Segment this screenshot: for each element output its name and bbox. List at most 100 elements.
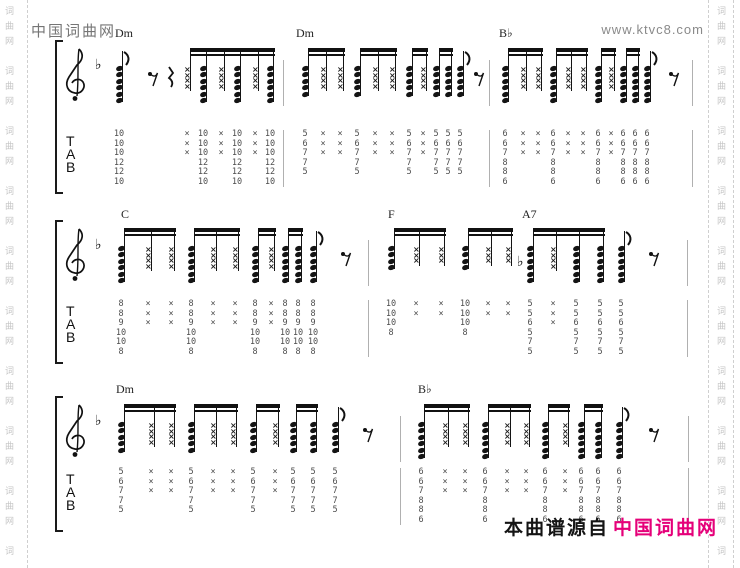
mute-notehead: × <box>413 256 420 265</box>
tab-number: 6 <box>595 129 601 139</box>
mute-notehead: × <box>232 256 239 265</box>
beam <box>439 48 453 52</box>
tab-mute-mark: × <box>520 129 526 139</box>
tab-number: 7 <box>502 148 508 159</box>
tab-number: 10 <box>292 337 304 348</box>
note-stem <box>614 48 616 91</box>
mute-notehead: × <box>184 65 191 74</box>
mute-notehead: × <box>145 261 152 271</box>
tab-number: 7 <box>302 148 308 159</box>
tab-number: 5 <box>618 299 624 309</box>
note-stem <box>360 48 362 96</box>
tab-number: 10 <box>292 327 304 338</box>
tab-clef-letter: A <box>66 146 76 162</box>
tab-number: 5 <box>310 505 316 516</box>
measure-barline <box>489 60 490 106</box>
key-flat-icon: ♭ <box>95 237 102 253</box>
tab-number: 10 <box>115 337 127 348</box>
mute-notehead: × <box>268 250 275 260</box>
mute-notehead: × <box>372 65 379 74</box>
tab-number: 10 <box>231 129 243 139</box>
mute-notehead: × <box>580 76 587 85</box>
note-stem <box>174 404 176 447</box>
tab-number: 7 <box>310 495 316 506</box>
mute-notehead: × <box>168 437 175 447</box>
tab-mute-mark: × <box>580 138 586 149</box>
mute-notehead: × <box>168 261 175 271</box>
tab-number: 10 <box>185 337 197 348</box>
mute-notehead: × <box>485 250 492 260</box>
note-stem <box>412 48 414 96</box>
tab-number: 7 <box>118 495 124 506</box>
note-stem <box>419 228 421 266</box>
note-stem <box>468 404 470 447</box>
note-stem <box>586 48 588 91</box>
tab-number: 7 <box>445 148 451 159</box>
note-stem <box>529 404 531 447</box>
tab-clef-letter: B <box>66 159 76 175</box>
tab-mute-mark: × <box>337 148 343 159</box>
tab-number: 6 <box>578 476 584 487</box>
tab-mute-mark: × <box>520 148 526 159</box>
mute-notehead: × <box>562 437 569 447</box>
tab-number: 8 <box>632 157 638 168</box>
beam <box>308 53 345 56</box>
tab-number: 9 <box>282 318 288 329</box>
tab-number: 10 <box>279 337 291 348</box>
mute-notehead: × <box>145 245 152 254</box>
tab-mute-mark: × <box>372 148 378 159</box>
flat-accidental-icon: ♭ <box>517 254 524 270</box>
mute-notehead: × <box>504 432 511 441</box>
note-stem <box>338 407 340 452</box>
tab-mute-mark: × <box>232 299 238 309</box>
mute-notehead: × <box>550 256 557 265</box>
beam <box>508 53 543 56</box>
tab-mute-mark: × <box>210 308 216 319</box>
tab-number: 10 <box>115 327 127 338</box>
measure-barline <box>368 300 369 357</box>
mute-notehead: × <box>608 81 615 91</box>
note-stem <box>343 48 345 91</box>
tab-number: 5 <box>332 467 338 477</box>
tab-number: 8 <box>482 495 488 506</box>
tab-number: 7 <box>644 148 650 159</box>
mute-notehead: × <box>442 426 449 436</box>
tab-mute-mark: × <box>337 138 343 149</box>
tab-mute-mark: × <box>580 129 586 139</box>
mute-notehead: × <box>442 432 449 441</box>
tab-number: 10 <box>264 129 276 139</box>
note-stem <box>216 228 218 271</box>
tab-mute-mark: × <box>232 308 238 319</box>
mute-notehead: × <box>562 432 569 441</box>
tab-mute-mark: × <box>168 299 174 309</box>
tab-clef-letter: T <box>66 303 75 319</box>
tab-number: 8 <box>418 495 424 506</box>
tab-number: 6 <box>644 129 650 139</box>
tab-number: 8 <box>418 505 424 516</box>
mute-notehead: × <box>505 256 512 265</box>
tab-number: 7 <box>406 157 412 168</box>
tab-mute-mark: × <box>485 299 491 309</box>
mute-notehead: × <box>272 432 279 441</box>
tab-mute-mark: × <box>145 308 151 319</box>
tab-mute-mark: × <box>389 129 395 139</box>
tab-number: 6 <box>542 467 548 477</box>
tab-mute-mark: × <box>462 486 468 497</box>
mute-notehead: × <box>268 245 275 254</box>
tab-number: 7 <box>457 148 463 159</box>
mute-notehead: × <box>504 421 511 430</box>
beam <box>296 404 318 408</box>
tab-number: 10 <box>113 138 125 149</box>
note-stem <box>236 404 238 447</box>
tab-number: 7 <box>542 486 548 497</box>
beam <box>190 48 275 52</box>
note-stem <box>510 404 512 447</box>
tab-number: 6 <box>445 138 451 149</box>
tab-mute-mark: × <box>580 148 586 159</box>
tab-number: 6 <box>595 476 601 487</box>
tab-mute-mark: × <box>268 299 274 309</box>
tab-number: 7 <box>332 495 338 506</box>
mute-notehead: × <box>420 70 427 80</box>
note-stem <box>122 51 124 102</box>
